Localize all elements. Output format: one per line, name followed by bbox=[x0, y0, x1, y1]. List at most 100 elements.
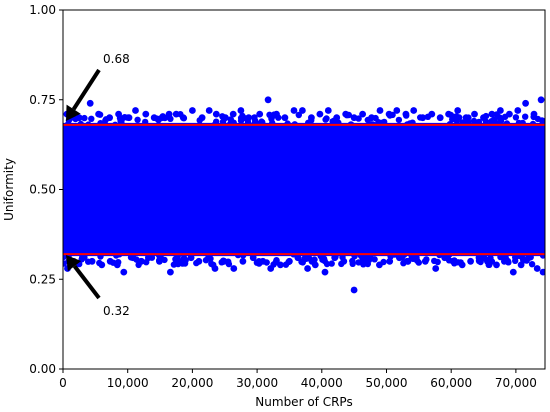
data-point bbox=[436, 114, 444, 122]
data-point bbox=[286, 257, 293, 265]
data-point bbox=[470, 117, 478, 125]
annotation-arrow-head bbox=[66, 255, 82, 272]
data-point bbox=[316, 110, 324, 118]
annotation-label: 0.68 bbox=[103, 52, 130, 66]
data-point bbox=[497, 107, 504, 114]
data-point bbox=[167, 268, 174, 276]
data-point bbox=[259, 257, 267, 265]
data-point bbox=[488, 110, 496, 118]
y-axis-ticks: 0.00 0.25 0.50 0.75 1.00 bbox=[29, 3, 63, 376]
y-tick-label: 0.50 bbox=[29, 183, 56, 197]
data-point bbox=[165, 110, 173, 118]
data-point bbox=[220, 257, 228, 265]
data-point bbox=[393, 107, 401, 114]
data-point bbox=[251, 114, 258, 121]
data-point bbox=[229, 110, 237, 118]
data-point bbox=[205, 254, 213, 262]
data-point bbox=[517, 261, 525, 269]
y-tick-label: 1.00 bbox=[29, 3, 56, 17]
data-point bbox=[528, 261, 536, 268]
x-tick-label: 20,000 bbox=[171, 376, 213, 390]
data-point bbox=[404, 257, 412, 265]
data-point bbox=[342, 110, 350, 118]
data-point bbox=[412, 254, 420, 262]
x-tick-label: 60,000 bbox=[430, 376, 472, 390]
data-point bbox=[132, 107, 139, 114]
data-point bbox=[239, 257, 247, 265]
data-point bbox=[230, 265, 238, 272]
data-point bbox=[385, 110, 393, 118]
data-point bbox=[304, 265, 311, 272]
data-point bbox=[475, 254, 483, 262]
x-tick-label: 70,000 bbox=[495, 376, 537, 390]
data-point bbox=[179, 114, 187, 122]
data-point bbox=[458, 261, 466, 269]
data-point bbox=[509, 268, 517, 276]
data-point bbox=[189, 107, 196, 114]
data-point bbox=[79, 254, 86, 262]
x-tick-label: 50,000 bbox=[365, 376, 407, 390]
data-point bbox=[471, 110, 478, 118]
data-point bbox=[281, 114, 289, 122]
data-point bbox=[453, 113, 460, 120]
data-point bbox=[137, 257, 145, 265]
data-point bbox=[88, 257, 96, 265]
data-point bbox=[273, 110, 280, 118]
data-point bbox=[350, 286, 358, 294]
data-point bbox=[530, 110, 538, 118]
data-point bbox=[484, 257, 491, 265]
data-point bbox=[195, 257, 203, 265]
data-point bbox=[490, 116, 498, 123]
x-tick-label: 30,000 bbox=[236, 376, 278, 390]
data-point bbox=[323, 260, 331, 268]
data-point bbox=[368, 114, 375, 122]
data-point bbox=[402, 110, 410, 118]
data-point bbox=[449, 257, 457, 265]
data-point bbox=[386, 257, 394, 265]
data-point bbox=[211, 265, 219, 272]
data-point bbox=[359, 110, 366, 118]
data-point bbox=[212, 110, 220, 118]
data-point bbox=[98, 261, 106, 269]
annotation-arrow-shaft bbox=[72, 264, 101, 300]
data-point bbox=[106, 114, 113, 122]
data-point bbox=[256, 110, 264, 118]
data-point bbox=[324, 107, 332, 114]
data-point bbox=[308, 114, 315, 122]
data-point bbox=[120, 268, 128, 276]
data-point bbox=[320, 255, 328, 262]
data-point bbox=[467, 257, 474, 265]
data-point bbox=[106, 257, 114, 265]
data-point bbox=[480, 114, 487, 122]
data-point bbox=[328, 260, 335, 267]
data-point bbox=[522, 99, 529, 107]
data-point bbox=[496, 114, 503, 121]
data-point bbox=[115, 110, 122, 118]
data-point bbox=[142, 110, 150, 118]
data-point bbox=[176, 257, 183, 265]
data-point bbox=[431, 257, 438, 265]
data-points-layer bbox=[63, 96, 545, 294]
y-axis-title: Uniformity bbox=[2, 158, 16, 221]
data-point bbox=[534, 115, 541, 123]
data-density-band bbox=[63, 122, 545, 257]
data-point bbox=[134, 116, 141, 124]
data-point bbox=[129, 254, 137, 262]
data-point bbox=[506, 110, 513, 118]
data-point bbox=[142, 118, 149, 126]
x-axis-ticks: 0 10,000 20,000 30,000 40,000 50,000 60,000 70,… bbox=[59, 369, 537, 390]
data-point bbox=[295, 111, 302, 119]
data-point bbox=[156, 257, 163, 265]
data-point bbox=[445, 110, 452, 118]
data-point bbox=[462, 114, 470, 122]
data-point bbox=[208, 260, 215, 267]
data-point bbox=[395, 116, 403, 124]
data-point bbox=[187, 254, 195, 262]
data-point bbox=[125, 114, 133, 122]
x-tick-label: 0 bbox=[59, 376, 67, 390]
data-point bbox=[537, 96, 545, 104]
data-point bbox=[172, 110, 180, 118]
data-point bbox=[113, 261, 121, 269]
data-point bbox=[533, 265, 541, 272]
